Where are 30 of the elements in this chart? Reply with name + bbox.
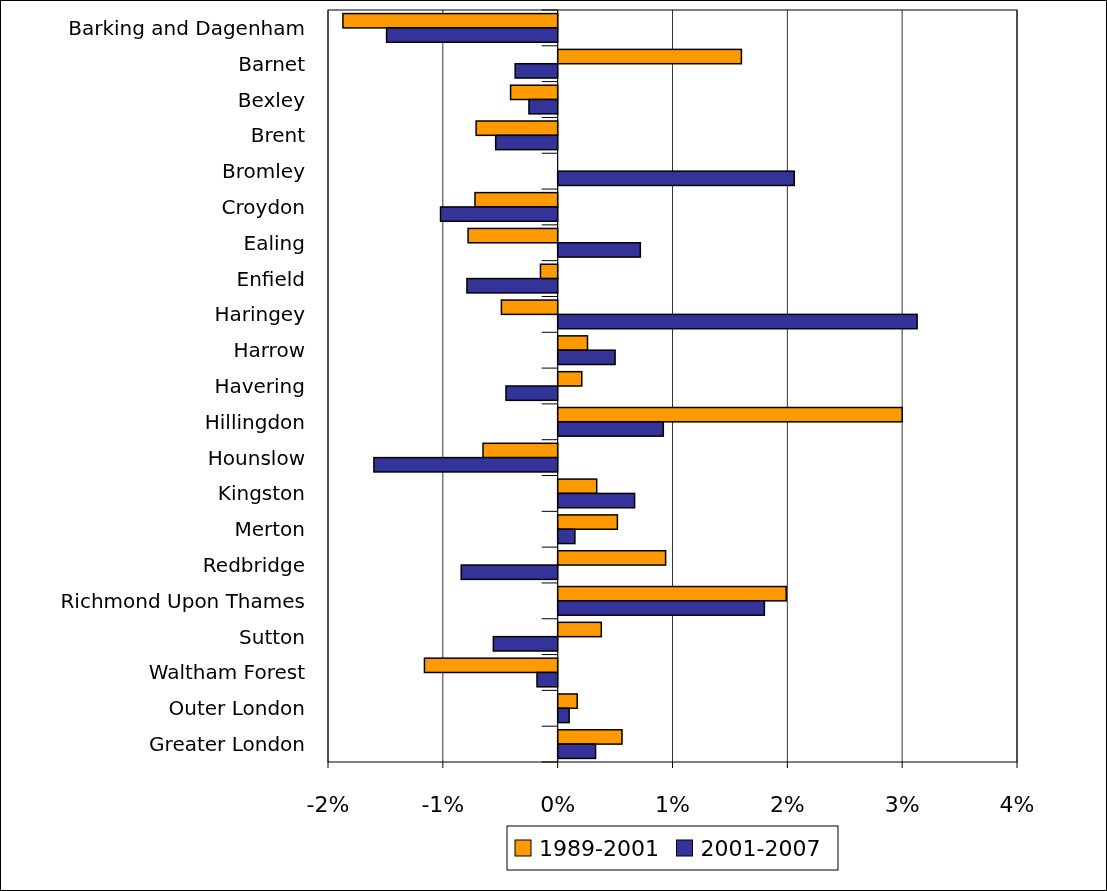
- y-tick-label: Barnet: [238, 51, 306, 76]
- x-tick-label: 1%: [655, 792, 690, 817]
- y-tick-label: Hounslow: [207, 445, 305, 470]
- y-tick-label: Brent: [250, 123, 306, 148]
- y-tick-label: Croydon: [221, 194, 305, 219]
- y-tick-label: Waltham Forest: [148, 660, 306, 685]
- legend-label: 1989-2001: [539, 835, 659, 861]
- y-tick-label: Outer London: [168, 696, 305, 721]
- y-tick-label: Havering: [214, 374, 305, 398]
- y-tick-label: Richmond Upon Thames: [60, 588, 305, 613]
- y-tick-label: Bromley: [222, 159, 306, 184]
- y-tick-label: Barking and Dagenham: [68, 15, 305, 40]
- x-tick-label: 3%: [884, 792, 920, 817]
- x-tick-label: 0%: [540, 792, 576, 817]
- y-tick-label: Merton: [234, 517, 305, 542]
- x-tick-label: -1%: [421, 792, 465, 817]
- y-tick-label: Greater London: [149, 732, 305, 757]
- y-tick-label: Sutton: [239, 624, 305, 649]
- y-tick-label: Bexley: [237, 87, 306, 112]
- y-tick-label: Harrow: [233, 338, 305, 363]
- x-tick-label: -2%: [306, 792, 350, 817]
- x-tick-label: 4%: [999, 792, 1035, 817]
- y-tick-label: Redbridge: [202, 553, 305, 578]
- x-tick-label: 2%: [769, 792, 805, 817]
- y-tick-label: Enfield: [236, 266, 305, 291]
- y-tick-label: Hillingdon: [204, 409, 305, 434]
- legend-label: 2001-2007: [700, 835, 821, 861]
- y-tick-label: Kingston: [217, 481, 305, 506]
- y-tick-label: Ealing: [243, 230, 305, 255]
- y-tick-label: Haringey: [214, 302, 306, 327]
